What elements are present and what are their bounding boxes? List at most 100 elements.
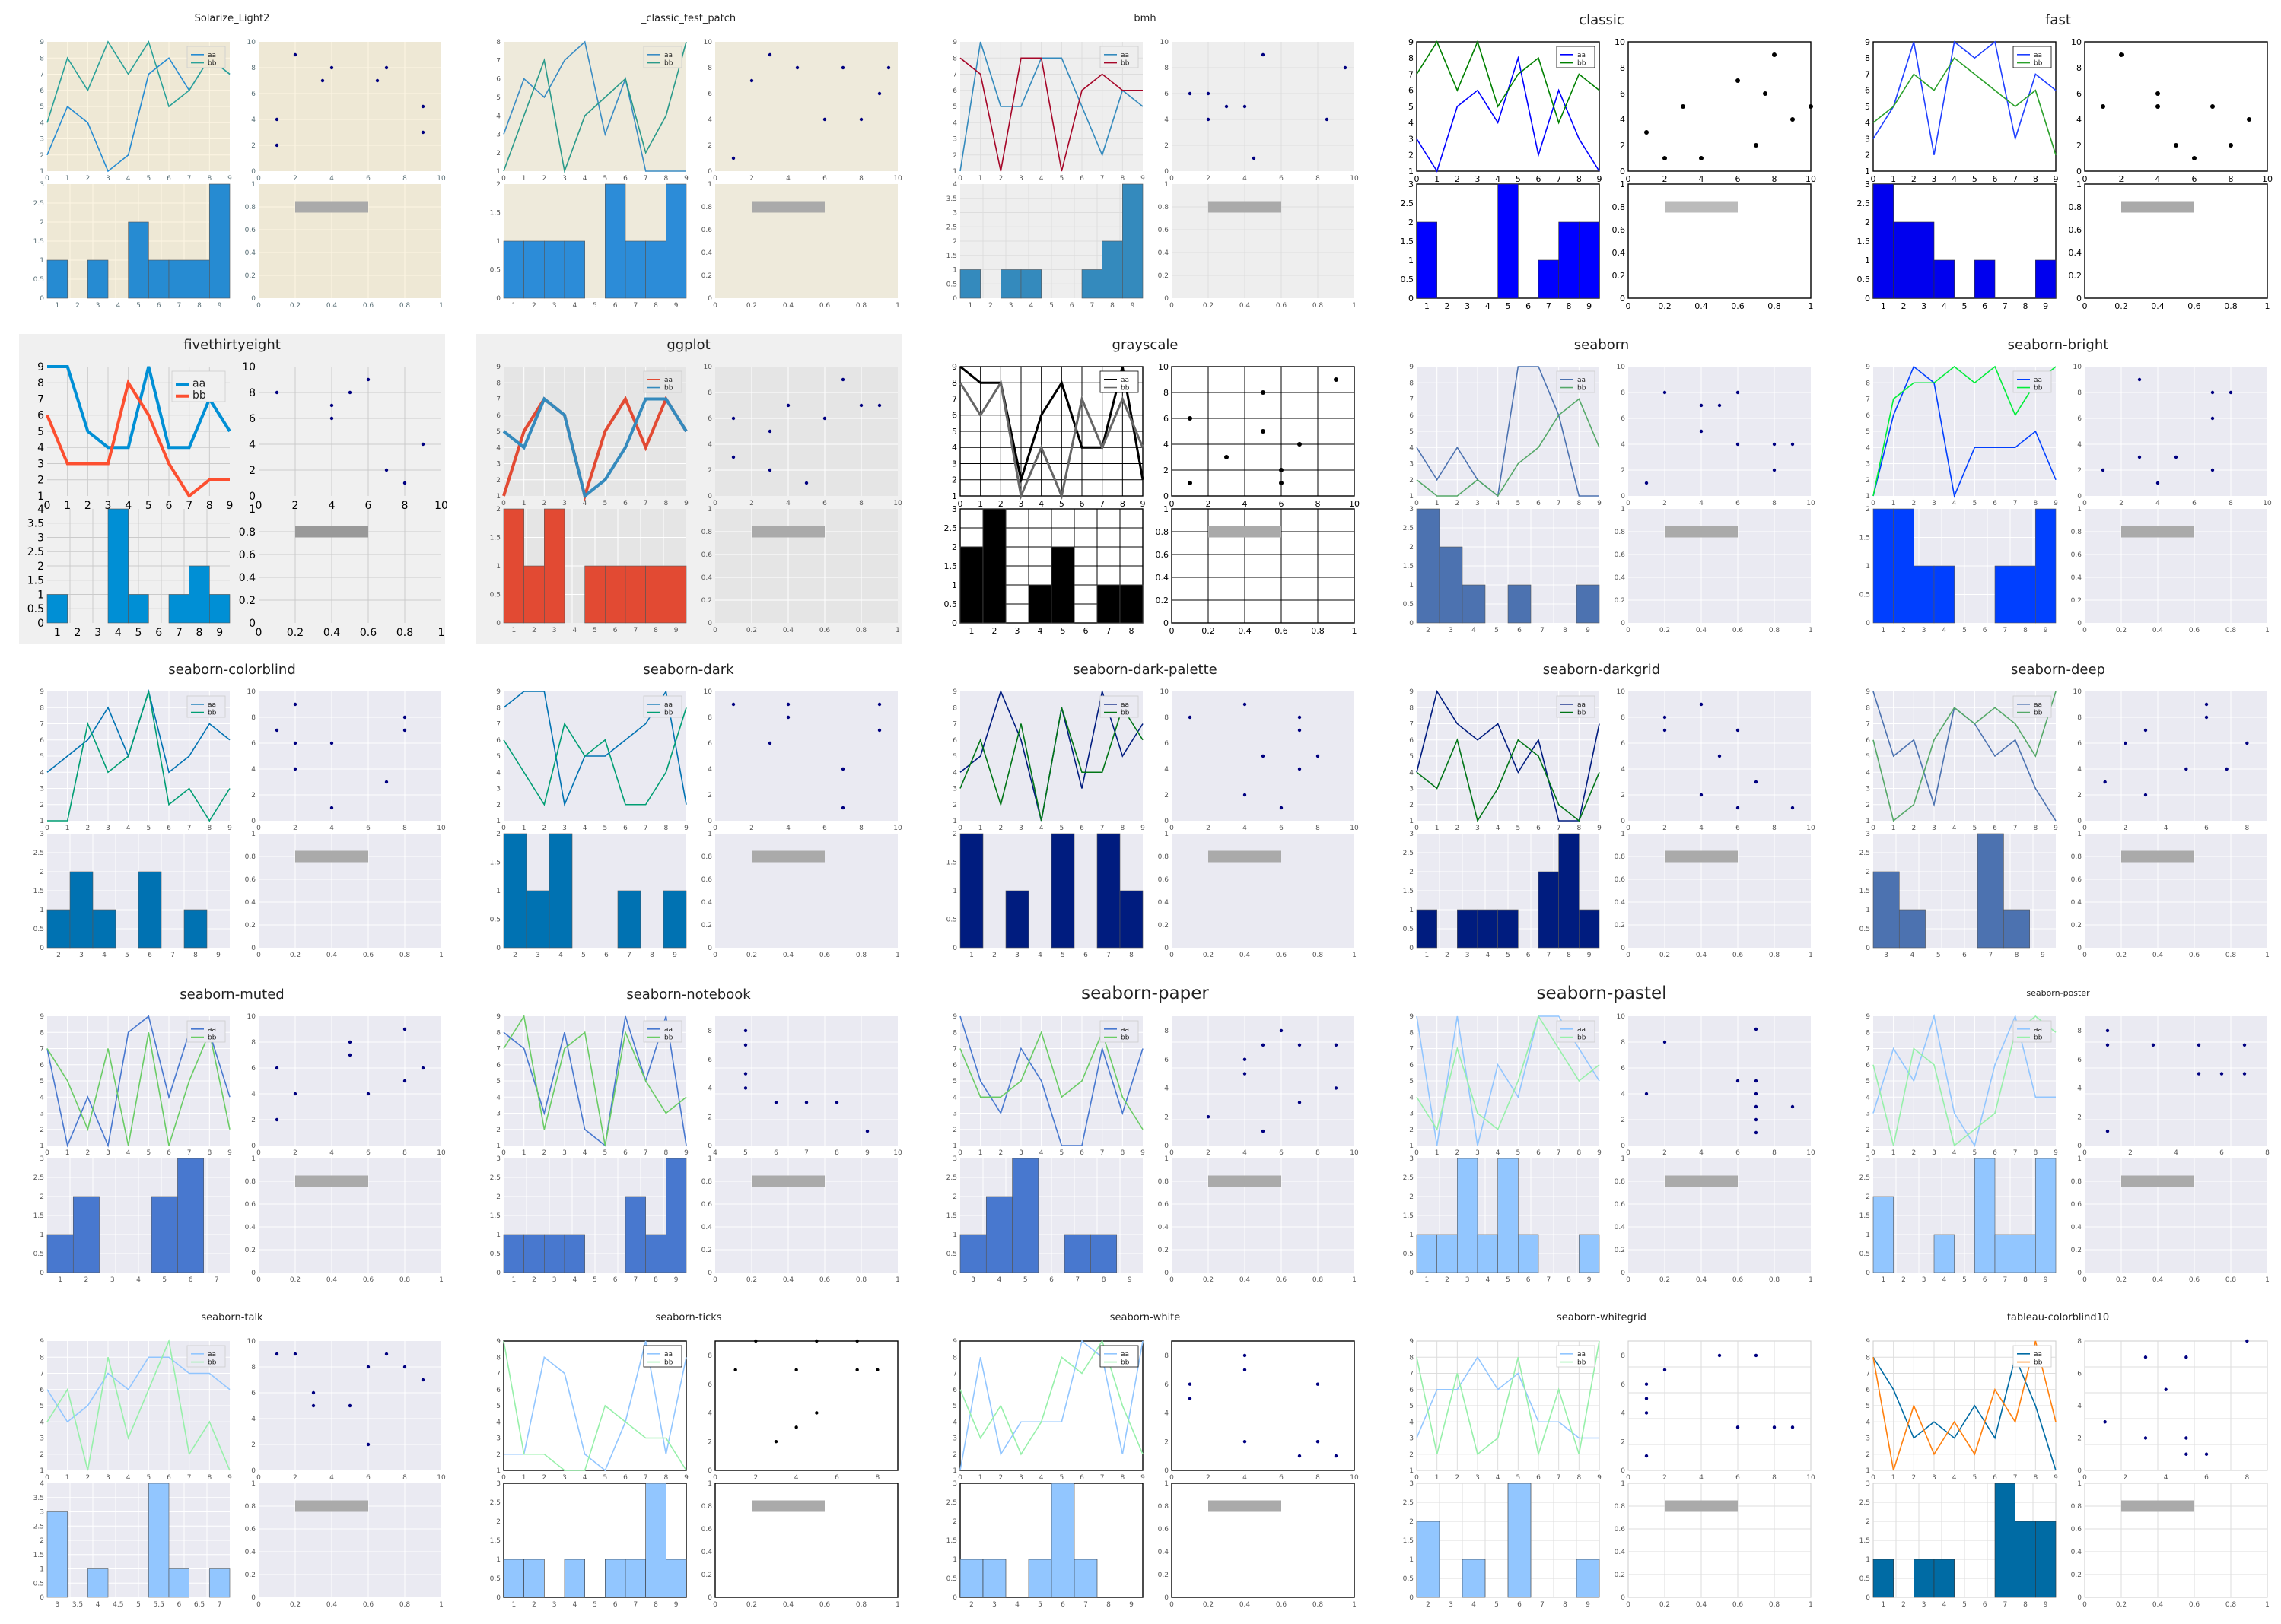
panel-title: seaborn-dark-palette: [1073, 662, 1217, 678]
y-tick-label: 1.5: [946, 860, 957, 867]
y-tick-label: 6: [953, 1062, 957, 1069]
x-tick-label: 0.2: [1659, 952, 1670, 959]
x-tick-label: 7: [644, 1149, 648, 1157]
panel-title: seaborn-white: [1110, 1312, 1181, 1324]
y-tick-label: 0.4: [1615, 899, 1626, 907]
x-tick-label: 1: [65, 175, 70, 183]
x-tick-label: 4: [2164, 1474, 2168, 1482]
x-tick-label: 5: [1506, 1276, 1510, 1284]
x-tick-label: 4: [1038, 626, 1043, 636]
y-tick-label: 1: [1621, 506, 1625, 513]
x-tick-label: 8: [2023, 301, 2028, 311]
y-tick-label: 1.5: [1403, 563, 1414, 570]
y-tick-label: 0.8: [245, 1178, 256, 1186]
scatter-point: [1279, 481, 1284, 485]
x-tick-label: 2: [85, 1149, 90, 1157]
y-tick-label: 3: [496, 1155, 501, 1163]
series-line-bb: [46, 1339, 231, 1471]
y-tick-label: 0: [496, 295, 501, 303]
x-tick-label: 2: [542, 175, 546, 183]
x-tick-label: 8: [1576, 174, 1582, 184]
x-tick-label: 4: [1242, 175, 1247, 183]
x-tick-label: 2: [1662, 174, 1668, 184]
scatter-point: [743, 1086, 748, 1090]
x-tick-label: 8: [2033, 174, 2038, 184]
x-tick-label: 8: [207, 1474, 212, 1482]
x-tick-label: 0: [256, 1601, 261, 1609]
y-tick-label: 0.2: [245, 1572, 256, 1579]
x-tick-label: 2: [542, 500, 546, 507]
x-tick-label: 8: [2033, 1149, 2038, 1157]
y-tick-label: 1: [1621, 831, 1625, 838]
x-tick-label: 1: [1435, 1149, 1440, 1157]
x-tick-label: 1: [439, 302, 444, 310]
axes-background: [259, 1016, 441, 1146]
scatter-point: [1644, 1411, 1649, 1415]
y-tick-label: 0.8: [701, 529, 713, 536]
y-tick-label: 4: [1621, 441, 1625, 449]
x-tick-label: 9: [1587, 1276, 1592, 1284]
y-tick-label: 8: [2077, 714, 2082, 722]
x-tick-label: 3: [55, 1601, 59, 1609]
x-tick-label: 8: [1567, 1276, 1571, 1284]
scatter-point: [1699, 793, 1704, 797]
y-tick-label: 0.5: [1401, 275, 1414, 284]
bar: [1893, 508, 1914, 624]
x-tick-label: 6: [189, 1276, 193, 1284]
x-tick-label: 5: [603, 1149, 607, 1157]
y-tick-label: 8: [1409, 1354, 1414, 1362]
x-tick-label: 2: [988, 302, 993, 310]
y-tick-label: 0.6: [2071, 1526, 2082, 1533]
bar: [209, 1568, 231, 1598]
bar: [1933, 1559, 1955, 1598]
x-tick-label: 0.8: [856, 627, 867, 634]
y-tick-label: 6: [251, 1390, 256, 1397]
x-tick-label: 0.8: [1769, 1276, 1780, 1284]
legend-box: [1099, 46, 1139, 68]
x-tick-label: 2: [542, 1149, 546, 1157]
bar: [1898, 909, 1926, 949]
y-tick-label: 6: [708, 1057, 712, 1064]
bar: [1081, 269, 1102, 299]
y-tick-label: 0.4: [2071, 1549, 2082, 1556]
y-tick-label: 2: [953, 1193, 957, 1201]
y-tick-label: 1.5: [1403, 1537, 1414, 1545]
bar: [87, 1568, 109, 1598]
scatter-point: [1644, 1382, 1649, 1386]
y-tick-label: 1: [952, 491, 957, 501]
x-tick-label: 8: [1772, 1149, 1777, 1157]
x-tick-label: 9: [1586, 1601, 1590, 1609]
y-tick-label: 2.5: [946, 1174, 957, 1182]
x-tick-label: 0.4: [326, 302, 338, 310]
x-tick-label: 2: [1206, 499, 1211, 509]
y-tick-label: 2: [1409, 869, 1414, 876]
scatter-point: [1206, 117, 1210, 122]
y-tick-label: 4: [1409, 444, 1414, 452]
x-tick-label: 7: [2003, 301, 2008, 311]
y-tick-label: 0: [2077, 1270, 2082, 1277]
x-tick-label: 9: [2044, 627, 2048, 634]
x-tick-label: 1: [522, 1149, 527, 1157]
x-tick-label: 2: [1911, 1474, 1916, 1482]
y-tick-label: 7: [953, 72, 957, 79]
series-line-bb: [1872, 57, 2057, 155]
x-tick-label: 0: [1626, 174, 1631, 184]
scatter-point: [402, 481, 407, 485]
x-tick-label: 3: [562, 175, 567, 183]
y-tick-label: 3: [496, 1480, 501, 1488]
bar: [2015, 1521, 2036, 1598]
x-tick-label: 8: [402, 1149, 407, 1157]
y-tick-label: 4: [1409, 1419, 1414, 1426]
x-tick-label: 0.8: [856, 1276, 867, 1284]
y-tick-label: 2.5: [1403, 1174, 1414, 1182]
x-tick-label: 0: [1871, 174, 1876, 184]
scatter-point: [1261, 390, 1265, 395]
legend-label: bb: [1577, 385, 1586, 392]
rectangle-patch: [2121, 850, 2194, 863]
x-tick-label: 3: [96, 302, 100, 310]
y-tick-label: 0.2: [245, 922, 256, 930]
y-tick-label: 9: [496, 364, 501, 371]
